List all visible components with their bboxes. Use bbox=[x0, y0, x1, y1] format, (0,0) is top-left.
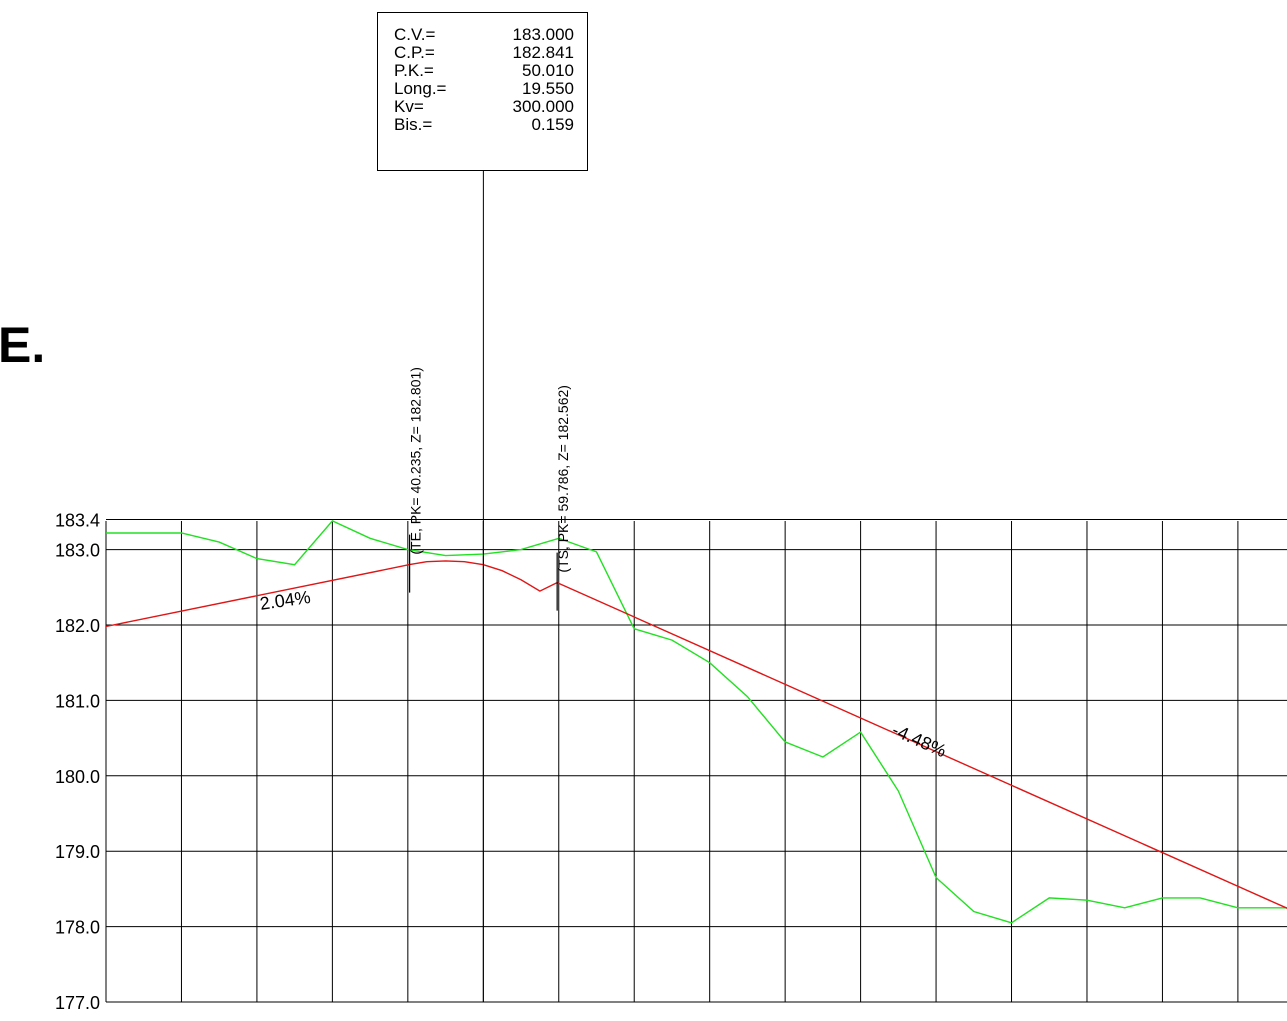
y-axis-ticks: 183.4 183.0 182.0 181.0 180.0 179.0 178.0 177.0 bbox=[55, 510, 100, 1013]
chart-series bbox=[105, 520, 1287, 924]
info-value: 183.000 bbox=[512, 25, 574, 44]
info-value: 0.159 bbox=[531, 115, 574, 134]
cropped-heading-fragment: E. bbox=[0, 317, 46, 373]
y-tick-label: 183.4 bbox=[55, 510, 100, 530]
info-label: Long.= bbox=[394, 79, 447, 98]
info-label: C.P.= bbox=[394, 43, 435, 62]
info-value: 50.010 bbox=[522, 61, 574, 80]
grade-label-up: 2.04% bbox=[258, 587, 311, 614]
y-tick-label: 179.0 bbox=[55, 842, 100, 862]
info-value: 182.841 bbox=[512, 43, 574, 62]
te-point-label: (TE, PK= 40.235, Z= 182.801) bbox=[408, 367, 424, 555]
y-tick-label: 181.0 bbox=[55, 691, 100, 711]
info-row-cp: C.P.= 182.841 bbox=[394, 44, 574, 62]
info-value: 300.000 bbox=[512, 97, 574, 116]
info-label: P.K.= bbox=[394, 61, 434, 80]
y-tick-label: 177.0 bbox=[55, 993, 100, 1013]
info-value: 19.550 bbox=[522, 79, 574, 98]
info-row-cv: C.V.= 183.000 bbox=[394, 26, 574, 44]
info-row-long: Long.= 19.550 bbox=[394, 80, 574, 98]
info-row-bis: Bis.= 0.159 bbox=[394, 116, 574, 134]
y-tick-label: 178.0 bbox=[55, 918, 100, 938]
grade-line bbox=[105, 560, 1287, 909]
info-row-kv: Kv= 300.000 bbox=[394, 98, 574, 116]
terrain-profile-line bbox=[106, 520, 1287, 924]
chart-grid bbox=[105, 518, 1287, 1003]
y-tick-label: 183.0 bbox=[55, 541, 100, 561]
chart-annotations: (TE, PK= 40.235, Z= 182.801) (TS, PK= 59.… bbox=[258, 171, 949, 1002]
info-label: C.V.= bbox=[394, 25, 436, 44]
info-label: Bis.= bbox=[394, 115, 433, 134]
info-row-pk: P.K.= 50.010 bbox=[394, 62, 574, 80]
info-label: Kv= bbox=[394, 97, 424, 116]
grade-label-down: -4.48% bbox=[889, 720, 949, 761]
ts-point-label: (TS, PK= 59.786, Z= 182.562) bbox=[555, 385, 571, 573]
y-tick-label: 180.0 bbox=[55, 767, 100, 787]
vertical-curve-info-box: C.V.= 183.000 C.P.= 182.841 P.K.= 50.010 Lo… bbox=[377, 12, 588, 171]
y-tick-label: 182.0 bbox=[55, 616, 100, 636]
